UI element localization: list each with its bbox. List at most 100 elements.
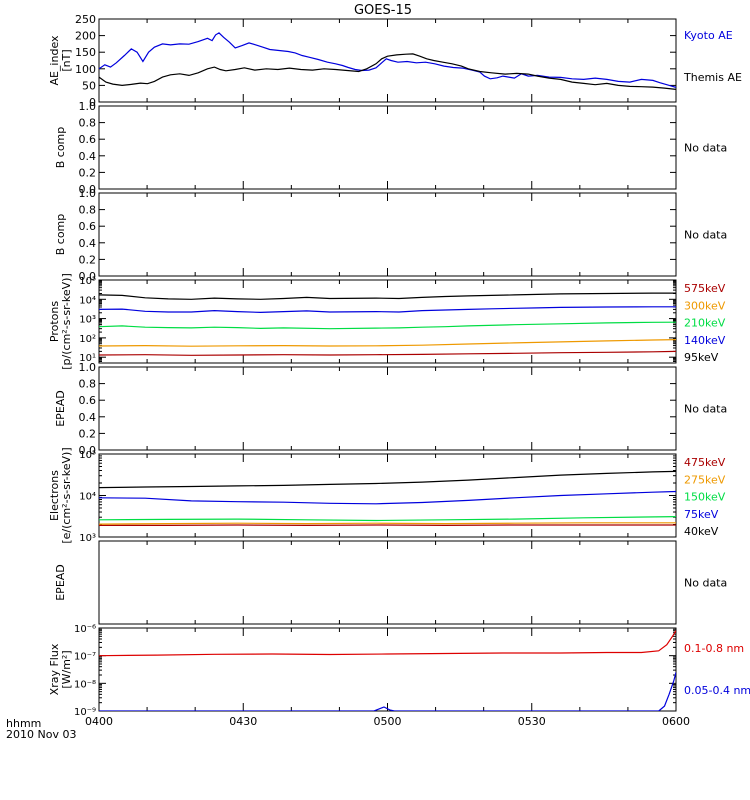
panel-epead1: 0.0 0.2 0.4 0.6 0.8 1.0 EPEAD No data: [54, 361, 727, 457]
legend-entry: 40keV: [684, 525, 719, 538]
x-tick-label: 0500: [374, 715, 402, 728]
y-tick-label: 0.6: [79, 133, 97, 146]
y-axis-label: Xray Flux: [48, 643, 61, 695]
series-line-0-05-0-4-nm: [99, 672, 676, 711]
legend-entry: Themis AE: [683, 71, 742, 84]
panel-b1: 0.0 0.2 0.4 0.6 0.8 1.0 B comp No data: [54, 100, 727, 196]
x-tick-label: 0600: [662, 715, 690, 728]
legend-entry: 150keV: [684, 491, 726, 504]
panel-xray: 10⁻⁶ 10⁻⁷ 10⁻⁸ 10⁻⁹ Xray Flux [W/m²] 0.1-0.8 n…: [48, 624, 750, 718]
y-tick-label: 0.6: [79, 394, 97, 407]
legend-entry: 300keV: [684, 299, 726, 312]
series-line-575keV: [99, 350, 676, 356]
chart-title: GOES-15: [354, 3, 412, 18]
y-tick-label: 10³: [79, 315, 96, 326]
panels: 0 50 100 150 200 250 AE_index [nT] Kyoto AE Themi…: [48, 13, 750, 728]
y-axis-label: [W/m²]: [60, 650, 73, 688]
panel-epead2: EPEAD No data: [54, 540, 727, 625]
y-tick-label: 10⁻⁹: [74, 707, 96, 718]
legend-entry: 475keV: [684, 456, 726, 469]
y-tick-label: 0.2: [79, 253, 97, 266]
series-line-Kyoto-AE: [99, 32, 676, 88]
panel-frame: [98, 192, 677, 277]
legend-entry: 75keV: [684, 508, 719, 521]
y-tick-label: 0.0: [79, 183, 97, 196]
series-line-40keV: [99, 470, 676, 489]
date-label: 2010 Nov 03: [6, 728, 76, 741]
legend-entry: 140keV: [684, 334, 726, 347]
y-tick-label: 10⁻⁸: [74, 679, 96, 690]
series-line-Themis-AE: [99, 53, 676, 90]
y-tick-label: 10²: [79, 334, 96, 345]
panel-b2: 0.0 0.2 0.4 0.6 0.8 1.0 B comp No data: [54, 187, 727, 283]
series-line-210keV: [99, 321, 676, 330]
y-tick-label: 0.8: [79, 117, 97, 130]
y-tick-label: 100: [75, 63, 96, 76]
y-axis-label: [e/(cm²-s-sr-keV)]: [60, 447, 73, 543]
y-tick-label: 10⁻⁶: [74, 624, 96, 635]
legend-entry: 210keV: [684, 317, 726, 330]
y-tick-label: 10⁵: [79, 450, 96, 461]
y-axis-label: B comp: [54, 214, 67, 256]
y-axis-label: [p/(cm²-s-sr-keV)]: [60, 273, 73, 370]
legend-entry: 0.1-0.8 nm: [684, 642, 744, 655]
x-tick-label: 0530: [518, 715, 546, 728]
y-tick-label: 0.0: [79, 444, 97, 457]
y-tick-label: 10¹: [79, 353, 96, 364]
y-tick-label: 0.4: [79, 411, 97, 424]
legend-entry: 95keV: [684, 351, 719, 364]
no-data-label: No data: [684, 229, 727, 242]
series-line-275keV: [99, 522, 676, 525]
y-tick-label: 200: [75, 30, 96, 43]
y-tick-label: 0.4: [79, 237, 97, 250]
y-axis-label: AE_index: [48, 35, 61, 86]
y-tick-label: 0: [89, 96, 96, 109]
y-tick-label: 0.2: [79, 427, 97, 440]
y-tick-label: 1.0: [79, 100, 97, 113]
y-axis-label: [nT]: [60, 49, 73, 71]
y-tick-label: 150: [75, 46, 96, 59]
y-tick-label: 10⁻⁷: [74, 652, 96, 663]
y-axis-label: B comp: [54, 127, 67, 169]
x-tick-label: 0430: [229, 715, 257, 728]
panel-protons: 10⁵ 10⁴ 10³ 10² 10¹ Protons [p/(cm²-s-sr-keV)]…: [48, 273, 726, 370]
no-data-label: No data: [684, 142, 727, 155]
no-data-label: No data: [684, 577, 727, 590]
panel-electrons: 10⁵ 10⁴ 10³ Electrons [e/(cm²-s-sr-keV)] 475k…: [48, 447, 726, 544]
series-line-150keV: [99, 516, 676, 522]
panel-frame: [98, 279, 677, 364]
series-line-140keV: [99, 306, 676, 314]
series-line-95keV: [99, 292, 676, 300]
legend-entry: Kyoto AE: [684, 29, 733, 42]
no-data-label: No data: [684, 403, 727, 416]
y-tick-label: 0.2: [79, 166, 97, 179]
legend-entry: 275keV: [684, 473, 726, 486]
y-tick-label: 10³: [79, 533, 96, 544]
y-tick-label: 10⁵: [79, 276, 96, 287]
y-tick-label: 0.6: [79, 220, 97, 233]
series-line-0-1-0-8-nm: [99, 630, 676, 657]
y-axis-label: EPEAD: [54, 390, 67, 427]
panel-frame: [98, 540, 677, 625]
y-tick-label: 0.8: [79, 378, 97, 391]
y-tick-label: 0.0: [79, 270, 97, 283]
y-tick-label: 0.4: [79, 150, 97, 163]
y-tick-label: 1.0: [79, 187, 97, 200]
y-axis-label: EPEAD: [54, 564, 67, 601]
y-axis-label: Protons: [48, 301, 61, 342]
y-tick-label: 0.8: [79, 204, 97, 217]
y-tick-label: 10⁴: [79, 295, 96, 306]
y-tick-label: 1.0: [79, 361, 97, 374]
panel-frame: [98, 105, 677, 190]
x-tick-label: 0400: [85, 715, 113, 728]
panel-frame: [98, 366, 677, 451]
panel-ae: 0 50 100 150 200 250 AE_index [nT] Kyoto AE Themi…: [48, 13, 742, 109]
legend-entry: 575keV: [684, 282, 726, 295]
panel-frame: [98, 627, 677, 712]
legend-entry: 0.05-0.4 nm: [684, 684, 750, 697]
y-tick-label: 50: [82, 79, 96, 92]
series-line-75keV: [99, 490, 676, 505]
time-axis-label: hhmm: [6, 717, 41, 730]
y-axis-label: Electrons: [48, 470, 61, 521]
